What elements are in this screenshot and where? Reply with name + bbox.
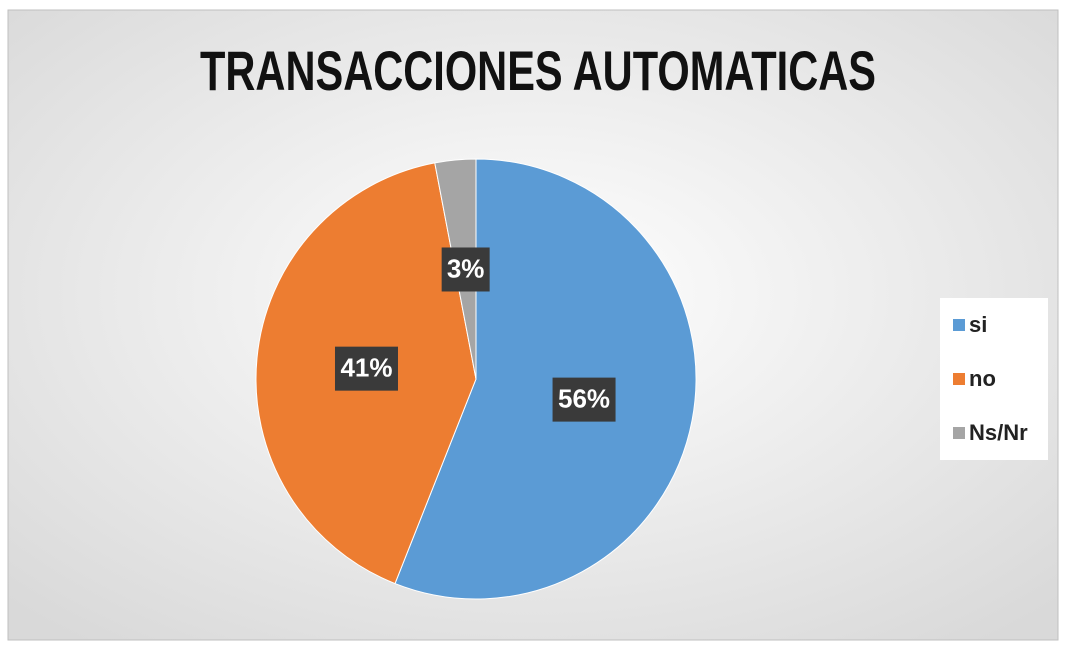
- chart-title: TRANSACCIONES AUTOMATICAS: [200, 39, 876, 102]
- data-label-box: [441, 247, 490, 292]
- pie-slice: [394, 158, 697, 600]
- legend-label: si: [969, 312, 987, 337]
- data-label: 56%: [558, 383, 610, 413]
- data-label: 41%: [340, 353, 392, 383]
- legend-label: no: [969, 366, 996, 391]
- legend-swatch: [953, 319, 965, 331]
- data-label: 3%: [447, 253, 485, 283]
- data-label-box: [552, 377, 616, 422]
- legend-label: Ns/Nr: [969, 420, 1028, 445]
- legend-swatch: [953, 427, 965, 439]
- data-label-box: [334, 346, 398, 391]
- legend-swatch: [953, 373, 965, 385]
